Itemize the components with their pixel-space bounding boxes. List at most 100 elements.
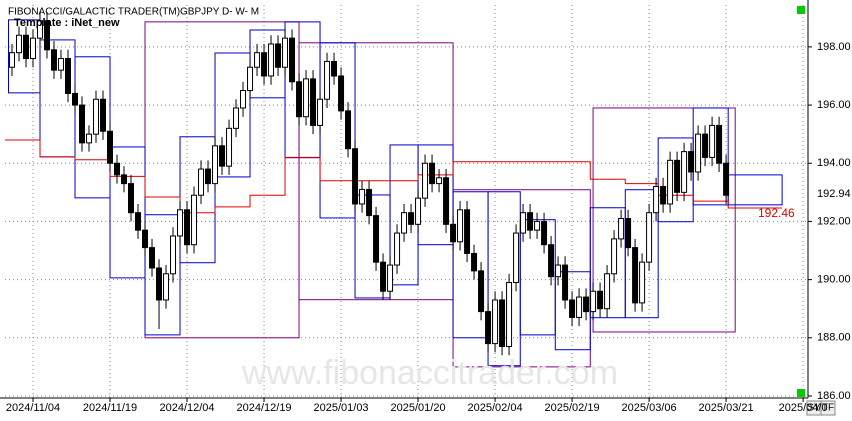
- candle-body: [205, 168, 212, 185]
- candle-body: [247, 66, 254, 92]
- candle-body: [695, 133, 702, 173]
- candle-body: [513, 232, 520, 284]
- candle-body: [632, 247, 639, 304]
- candle-body: [618, 218, 625, 240]
- candle-body: [30, 37, 37, 60]
- pivot-price-label: 192.46: [758, 206, 795, 220]
- candle-body: [394, 232, 401, 266]
- candle-body: [240, 90, 247, 109]
- button[interactable]: [820, 400, 836, 416]
- y-tick-label: 196.00: [817, 99, 851, 111]
- y-tick-label: 192.00: [817, 215, 851, 227]
- candle-body: [156, 267, 163, 301]
- candle-body: [541, 220, 548, 246]
- candle-body: [170, 235, 177, 275]
- candle-body: [429, 162, 436, 185]
- candle-body: [345, 110, 352, 150]
- candle-body: [450, 223, 457, 243]
- candle-body: [716, 124, 723, 164]
- watermark: www.fibonaccitrader.com: [241, 354, 618, 392]
- candle-body: [457, 209, 464, 243]
- candle-body: [653, 186, 660, 214]
- candle-body: [128, 183, 135, 214]
- x-tick-label: 2025/04/0: [779, 402, 828, 414]
- x-tick-label: 2025/01/20: [391, 402, 446, 414]
- button-label[interactable]: SY: [807, 403, 821, 414]
- candle-body: [303, 78, 310, 118]
- candle-body: [23, 34, 30, 60]
- candle-body: [415, 197, 422, 225]
- candle-body: [464, 209, 471, 254]
- x-tick-label: 2025/03/21: [699, 402, 754, 414]
- x-tick-label: 2024/11/19: [83, 402, 137, 414]
- candle-body: [569, 299, 576, 318]
- candle-body: [254, 52, 261, 68]
- candle-body: [562, 264, 569, 301]
- candle-body: [163, 273, 170, 301]
- x-tick-label: 2024/12/04: [159, 402, 214, 414]
- range-box: [214, 52, 251, 178]
- candle-body: [667, 159, 674, 205]
- y-tick-label: 194.00: [817, 157, 851, 169]
- candle-body: [709, 124, 716, 158]
- x-tick-label: 2024/12/19: [237, 402, 292, 414]
- x-tick-label: 2025/03/06: [622, 402, 677, 414]
- range-box: [144, 214, 181, 336]
- range-box: [109, 146, 146, 279]
- candle-body: [184, 209, 191, 246]
- candle-body: [611, 238, 618, 275]
- candle-body: [261, 52, 268, 77]
- candle-body: [401, 212, 408, 234]
- candle-body: [471, 252, 478, 272]
- candle-body: [373, 215, 380, 263]
- candle-body: [198, 168, 205, 196]
- candle-body: [534, 220, 541, 231]
- candle-body: [590, 290, 597, 313]
- candle-body: [527, 212, 534, 231]
- candle-body: [639, 261, 646, 304]
- candle-body: [219, 145, 226, 167]
- y-tick-label: 190.00: [817, 274, 851, 286]
- y-tick-label: 188.00: [817, 332, 851, 344]
- chart-subtitle: GBPJPY D- W- M: [180, 7, 259, 18]
- candle-body: [44, 20, 51, 51]
- chart-title: FIBONACCI/GALACTIC TRADER(TM): [8, 7, 180, 18]
- candle-body: [478, 270, 485, 313]
- candle-body: [548, 244, 555, 278]
- candle-body: [506, 282, 513, 348]
- candle-body: [37, 20, 44, 39]
- candle-body: [114, 162, 121, 176]
- candle-body: [226, 127, 233, 167]
- candle-body: [191, 194, 198, 246]
- candle-body: [135, 212, 142, 231]
- candle-body: [436, 177, 443, 185]
- candle-body: [275, 43, 282, 68]
- x-tick-label: 2025/01/03: [314, 402, 369, 414]
- last-price-label: 192.94: [817, 188, 851, 200]
- button-label[interactable]: TF: [822, 403, 834, 414]
- candle-body: [597, 290, 604, 310]
- x-tick-label: 2025/02/04: [468, 402, 523, 414]
- candle-body: [625, 218, 632, 249]
- candle-body: [499, 299, 506, 348]
- candle-body: [366, 188, 373, 217]
- candle-body: [93, 98, 100, 135]
- candle-body: [646, 212, 653, 263]
- candle-body: [212, 145, 219, 185]
- candle-body: [107, 130, 114, 164]
- candle-body: [16, 34, 23, 54]
- candle-body: [233, 107, 240, 129]
- candle-body: [702, 133, 709, 158]
- candle-body: [282, 37, 289, 68]
- candle-body: [380, 261, 387, 292]
- candle-body: [331, 60, 338, 77]
- candle-body: [79, 104, 86, 144]
- candle-body: [338, 75, 345, 112]
- candle-body: [408, 212, 415, 225]
- range-box: [592, 107, 736, 333]
- candle-body: [65, 58, 72, 94]
- candle-body: [86, 133, 93, 144]
- candle-body: [268, 43, 275, 77]
- candle-body: [121, 174, 128, 185]
